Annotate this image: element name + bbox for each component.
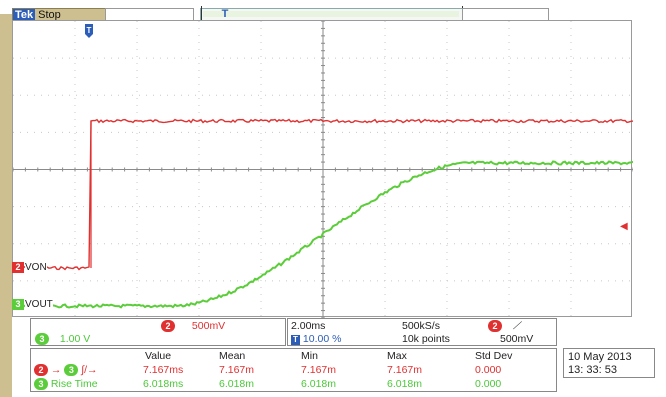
meas-delay-value: 7.167ms [143,364,184,376]
waveform-display[interactable] [12,20,633,318]
measurements-panel[interactable]: Value Mean Min Max Std Dev 2 → 3 ∫/→ 7.1… [30,348,557,392]
trigger-position-t-icon: T [291,335,300,345]
trigger-pos-value: 10.00 % [302,333,342,345]
risetime-channel-badge: 3 [34,378,48,391]
meas-header-min: Min [301,350,318,362]
record-view-window [203,11,459,17]
meas-delay-max: 7.167m [387,364,423,376]
run-state: Stop [38,9,61,21]
delay-from-badge: 2 [34,364,48,377]
arrow-right-icon: → [50,364,62,376]
trigger-position-t-icon: T [85,24,93,38]
delay-rise-rise-icon: ∫/→ [81,364,98,376]
tek-logo: Tek [13,9,36,22]
trigger-pos-row: T 10.00 % [291,333,341,346]
left-frame [0,14,12,397]
trigger-time-marker[interactable]: T [84,24,94,40]
meas-delay-stddev: 0.000 [475,364,502,376]
meas-rise-stddev: 0.000 [475,378,502,390]
vertical-scale-box[interactable]: 2 500mV 3 1.00 V [30,318,286,346]
ch2-ground-marker[interactable]: 2 [12,262,24,273]
delay-to-badge: 3 [64,364,79,377]
sample-rate: 500kS/s [402,320,440,332]
top-status-bar: Tek Stop T [0,0,666,23]
ch3-label: VOUT [25,299,53,310]
trigger-level: 500mV [500,333,534,345]
rising-edge-icon: ⟋ [512,320,521,332]
ch3-waveform [13,160,633,309]
meas-delay-min: 7.167m [301,364,337,376]
meas-rise-max: 6.018m [387,378,423,390]
ch3-scale: 1.00 V [59,333,91,345]
graticule [13,21,633,318]
ch3-ground-marker[interactable]: 3 [12,299,24,310]
trigger-source-badge: 2 [488,320,502,333]
meas-header-max: Max [387,350,407,362]
meas-header-value: Value [145,350,172,362]
meas-rise-mean: 6.018m [219,378,255,390]
trigger-source-row: 2 ⟋ [488,320,520,333]
meas-row-delay[interactable]: 2 → 3 ∫/→ [34,364,98,377]
time: 13: 33: 53 [568,364,617,376]
ch2-label: VON [25,262,47,273]
ch2-waveform [13,118,633,271]
meas-delay-mean: 7.167m [219,364,255,376]
ch3-scale-row: 3 1.00 V [35,333,90,346]
risetime-label: Rise Time [50,378,98,390]
date: 10 May 2013 [568,351,632,363]
record-length: 10k points [402,333,450,345]
meas-row-risetime[interactable]: 3 Rise Time [34,378,98,391]
trigger-level-arrow-icon[interactable]: ◀ [620,221,628,232]
meas-header-mean: Mean [219,350,246,362]
trigger-position-t-icon: T [221,8,229,20]
ch2-scale: 500mV [191,320,226,332]
horizontal-trigger-box[interactable]: 2.00ms T 10.00 % 500kS/s 10k points 2 ⟋ … [287,318,557,346]
datetime-box: 10 May 2013 13: 33: 53 [563,348,655,378]
ch3-badge: 3 [35,333,49,346]
meas-header-stddev: Std Dev [475,350,513,362]
meas-rise-min: 6.018m [301,378,337,390]
svg-text:T: T [87,26,92,35]
meas-rise-value: 6.018ms [143,378,184,390]
ch2-badge: 2 [161,320,175,333]
ch2-scale-row: 2 500mV [161,320,225,333]
time-per-div: 2.00ms [291,320,326,332]
